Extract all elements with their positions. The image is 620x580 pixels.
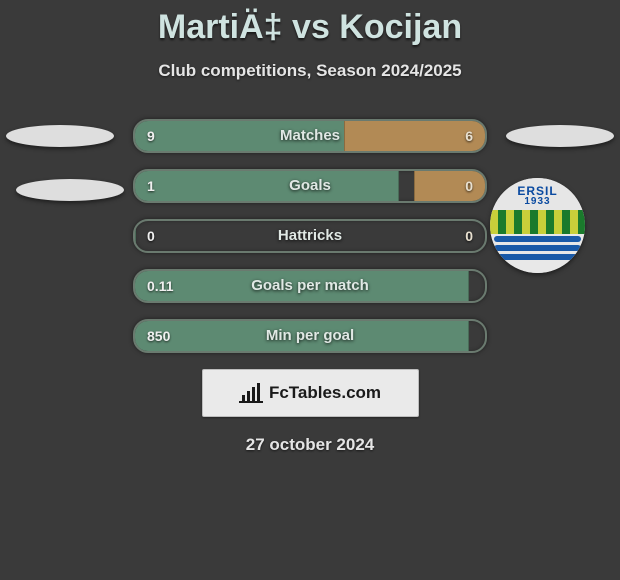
stat-label: Min per goal bbox=[135, 321, 485, 351]
avatar-left-placeholder-2 bbox=[16, 179, 124, 201]
page-subtitle: Club competitions, Season 2024/2025 bbox=[0, 61, 620, 81]
badge-stripes bbox=[490, 210, 585, 234]
stat-row: 96Matches bbox=[133, 119, 487, 153]
stat-label: Matches bbox=[135, 121, 485, 151]
stat-label: Goals per match bbox=[135, 271, 485, 301]
badge-waves bbox=[494, 236, 581, 264]
club-badge: ERSIL 1933 bbox=[490, 178, 585, 273]
badge-year: 1933 bbox=[490, 196, 585, 207]
stat-row: 10Goals bbox=[133, 169, 487, 203]
stat-row: 0.11Goals per match bbox=[133, 269, 487, 303]
stat-row: 00Hattricks bbox=[133, 219, 487, 253]
stat-row: 850Min per goal bbox=[133, 319, 487, 353]
stat-label: Hattricks bbox=[135, 221, 485, 251]
stat-label: Goals bbox=[135, 171, 485, 201]
comparison-page: MartiÄ‡ vs Kocijan Club competitions, Se… bbox=[0, 0, 620, 580]
brand-link[interactable]: FcTables.com bbox=[202, 369, 419, 417]
avatar-right-placeholder-1 bbox=[506, 125, 614, 147]
brand-text: FcTables.com bbox=[269, 383, 381, 403]
avatar-left-placeholder-1 bbox=[6, 125, 114, 147]
bar-chart-icon bbox=[239, 383, 263, 403]
date-text: 27 october 2024 bbox=[0, 435, 620, 455]
page-title: MartiÄ‡ vs Kocijan bbox=[0, 0, 620, 47]
